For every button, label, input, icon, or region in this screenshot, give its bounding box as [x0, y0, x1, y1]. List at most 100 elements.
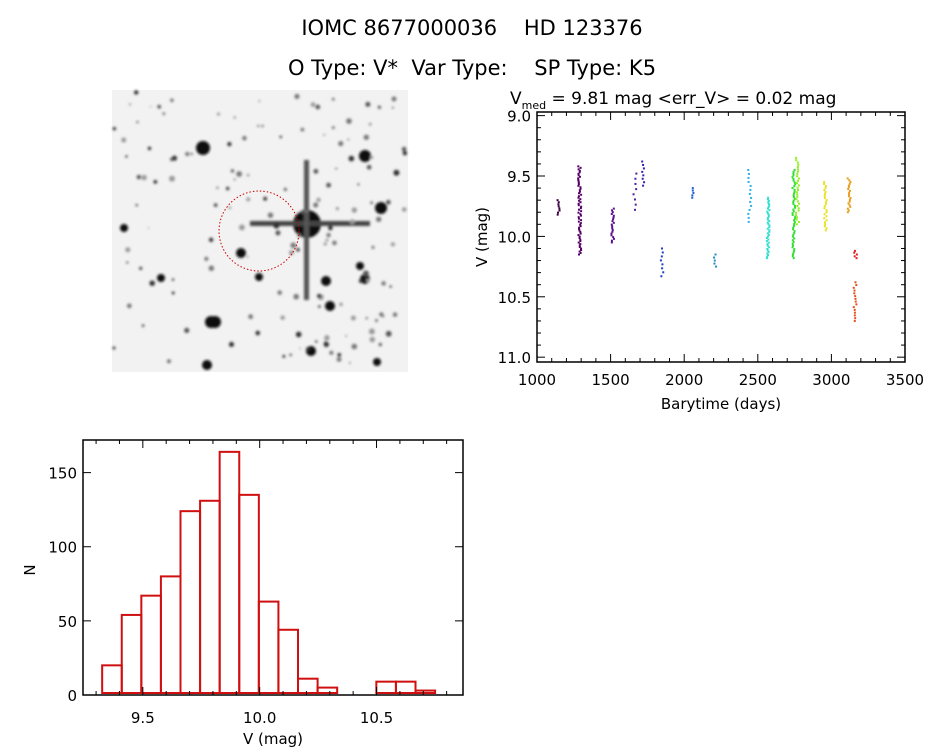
data-point [796, 188, 799, 191]
y-tick-label: 10.0 [498, 228, 531, 246]
data-point [661, 263, 664, 266]
data-point [854, 297, 857, 300]
data-point [795, 218, 798, 221]
data-point [580, 214, 583, 217]
data-point [659, 259, 662, 262]
data-point [797, 177, 800, 180]
data-point [715, 265, 718, 268]
data-point [797, 207, 800, 210]
data-point [767, 213, 770, 216]
data-point [766, 227, 769, 230]
data-point [766, 235, 769, 238]
data-point [610, 232, 613, 235]
data-point [854, 300, 857, 303]
data-point [796, 179, 799, 182]
data-point [854, 295, 857, 298]
data-point [578, 189, 581, 192]
data-point [577, 172, 580, 175]
data-point [632, 193, 635, 196]
data-point [612, 221, 615, 224]
data-point [578, 228, 581, 231]
data-point [767, 223, 770, 226]
data-point [791, 212, 794, 215]
data-point [660, 255, 663, 258]
histogram-bar [159, 575, 182, 694]
data-point [765, 257, 768, 260]
data-point [747, 212, 750, 215]
data-point [557, 211, 560, 214]
histogram-bar [277, 628, 300, 695]
data-point [823, 183, 826, 186]
data-point [823, 181, 826, 184]
data-point [766, 255, 769, 258]
data-point [825, 199, 828, 202]
data-point [792, 195, 795, 198]
data-point [823, 217, 826, 220]
data-point [797, 184, 800, 187]
data-point [611, 227, 614, 230]
data-point [849, 197, 852, 200]
star-id-title: IOMC 8677000036 HD 123376 [301, 16, 643, 40]
data-point [580, 247, 583, 250]
data-point [767, 254, 770, 257]
data-point [661, 251, 664, 254]
data-point [853, 289, 856, 292]
data-point [577, 181, 580, 184]
data-point [767, 241, 770, 244]
data-point [791, 213, 794, 216]
data-point [634, 208, 637, 211]
data-point [849, 205, 852, 208]
data-point [577, 234, 580, 237]
data-point [792, 210, 795, 213]
data-point [796, 216, 799, 219]
histogram-bar [199, 499, 221, 694]
x-tick-label: 3500 [886, 371, 924, 389]
light-curve-frame [536, 111, 906, 363]
data-point [610, 241, 613, 244]
histogram-bar [394, 680, 417, 695]
data-point [635, 188, 638, 191]
data-point [691, 187, 694, 190]
data-point [792, 174, 795, 177]
data-point [797, 163, 800, 166]
data-point [579, 240, 582, 243]
data-point [824, 221, 827, 224]
light-curve-title: Vmed = 9.81 mag <err_V> = 0.02 mag [510, 89, 836, 112]
data-point [634, 182, 637, 185]
data-point [793, 190, 796, 193]
data-point [750, 196, 753, 199]
data-point [579, 252, 582, 255]
data-point [796, 191, 799, 194]
data-point [793, 181, 796, 184]
data-point [823, 189, 826, 192]
data-point [792, 201, 795, 204]
data-point [847, 209, 850, 212]
data-point [577, 202, 580, 205]
y-tick-label: 11.0 [498, 349, 531, 367]
histogram-bar [120, 613, 143, 694]
data-point [792, 208, 795, 211]
data-point [793, 230, 796, 233]
data-point [610, 223, 613, 226]
data-point [768, 230, 771, 233]
data-point [579, 231, 582, 234]
data-point [792, 224, 795, 227]
data-point [611, 220, 614, 223]
data-point [767, 238, 770, 241]
data-point [749, 188, 752, 191]
data-point [796, 175, 799, 178]
data-point [823, 197, 826, 200]
data-point [557, 203, 560, 206]
data-point [792, 203, 795, 206]
data-point [791, 242, 794, 245]
data-point [791, 235, 794, 238]
data-point [766, 244, 769, 247]
data-point [796, 200, 799, 203]
data-point [796, 193, 799, 196]
data-point [796, 172, 799, 175]
data-point [768, 204, 771, 207]
data-point [577, 195, 580, 198]
data-point [793, 219, 796, 222]
data-point [793, 192, 796, 195]
x-tick-label: 9.5 [131, 709, 155, 727]
